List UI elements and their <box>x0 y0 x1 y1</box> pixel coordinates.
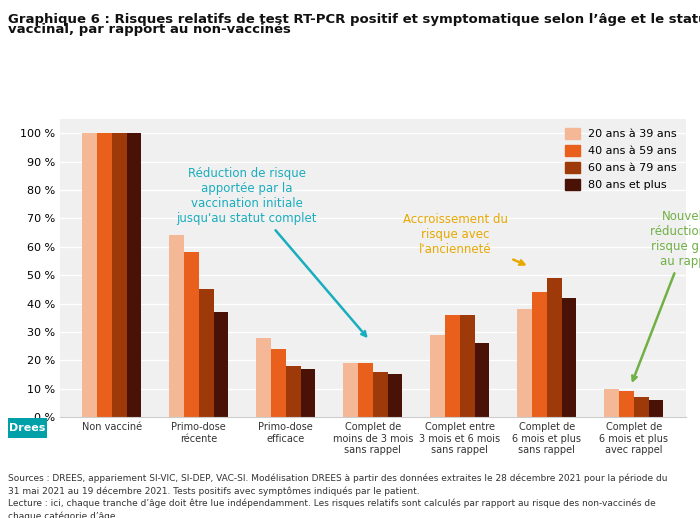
Text: vaccinal, par rapport au non-vaccinés: vaccinal, par rapport au non-vaccinés <box>8 23 291 36</box>
Text: Nouvelle
réduction du
risque grâce
au rappel: Nouvelle réduction du risque grâce au ra… <box>632 210 700 381</box>
Bar <box>561 298 576 417</box>
Text: Accroissement du
risque avec
l'ancienneté: Accroissement du risque avec l'anciennet… <box>403 213 524 265</box>
Bar <box>199 290 214 417</box>
Bar <box>343 363 358 417</box>
Bar <box>300 369 315 417</box>
Bar <box>475 343 489 417</box>
Bar <box>358 363 373 417</box>
Bar <box>547 278 561 417</box>
Bar <box>256 338 271 417</box>
Bar <box>169 236 184 417</box>
Bar <box>619 392 634 417</box>
Text: Complet de
6 mois et plus
sans rappel: Complet de 6 mois et plus sans rappel <box>512 422 581 455</box>
Text: Non vacciné: Non vacciné <box>82 422 142 432</box>
Bar <box>82 133 97 417</box>
Legend: 20 ans à 39 ans, 40 ans à 59 ans, 60 ans à 79 ans, 80 ans et plus: 20 ans à 39 ans, 40 ans à 59 ans, 60 ans… <box>562 125 680 194</box>
Bar <box>430 335 445 417</box>
Text: Graphique 6 : Risques relatifs de test RT-PCR positif et symptomatique selon l’â: Graphique 6 : Risques relatifs de test R… <box>8 13 700 26</box>
Bar <box>271 349 286 417</box>
Text: Complet de
moins de 3 mois
sans rappel: Complet de moins de 3 mois sans rappel <box>332 422 413 455</box>
Bar <box>214 312 228 417</box>
Bar <box>286 366 300 417</box>
Bar <box>97 133 112 417</box>
Bar <box>517 309 532 417</box>
Bar <box>184 252 199 417</box>
Text: Complet entre
3 mois et 6 mois
sans rappel: Complet entre 3 mois et 6 mois sans rapp… <box>419 422 500 455</box>
Bar <box>112 133 127 417</box>
Text: Complet de
6 mois et plus
avec rappel: Complet de 6 mois et plus avec rappel <box>599 422 668 455</box>
Text: Primo-dose
efficace: Primo-dose efficace <box>258 422 313 444</box>
Bar <box>532 292 547 417</box>
Bar <box>127 133 141 417</box>
Bar <box>634 397 649 417</box>
Text: Réduction de risque
apportée par la
vaccination initiale
jusqu'au statut complet: Réduction de risque apportée par la vacc… <box>176 167 366 336</box>
Text: Primo-dose
récente: Primo-dose récente <box>172 422 226 444</box>
Bar <box>445 315 460 417</box>
Bar <box>372 371 388 417</box>
Bar <box>460 315 475 417</box>
Text: Drees: Drees <box>10 423 46 433</box>
Bar <box>388 375 402 417</box>
Bar <box>604 388 619 417</box>
Bar <box>649 400 664 417</box>
Text: Sources : DREES, appariement SI-VIC, SI-DEP, VAC-SI. Modélisation DREES à partir: Sources : DREES, appariement SI-VIC, SI-… <box>8 474 668 518</box>
